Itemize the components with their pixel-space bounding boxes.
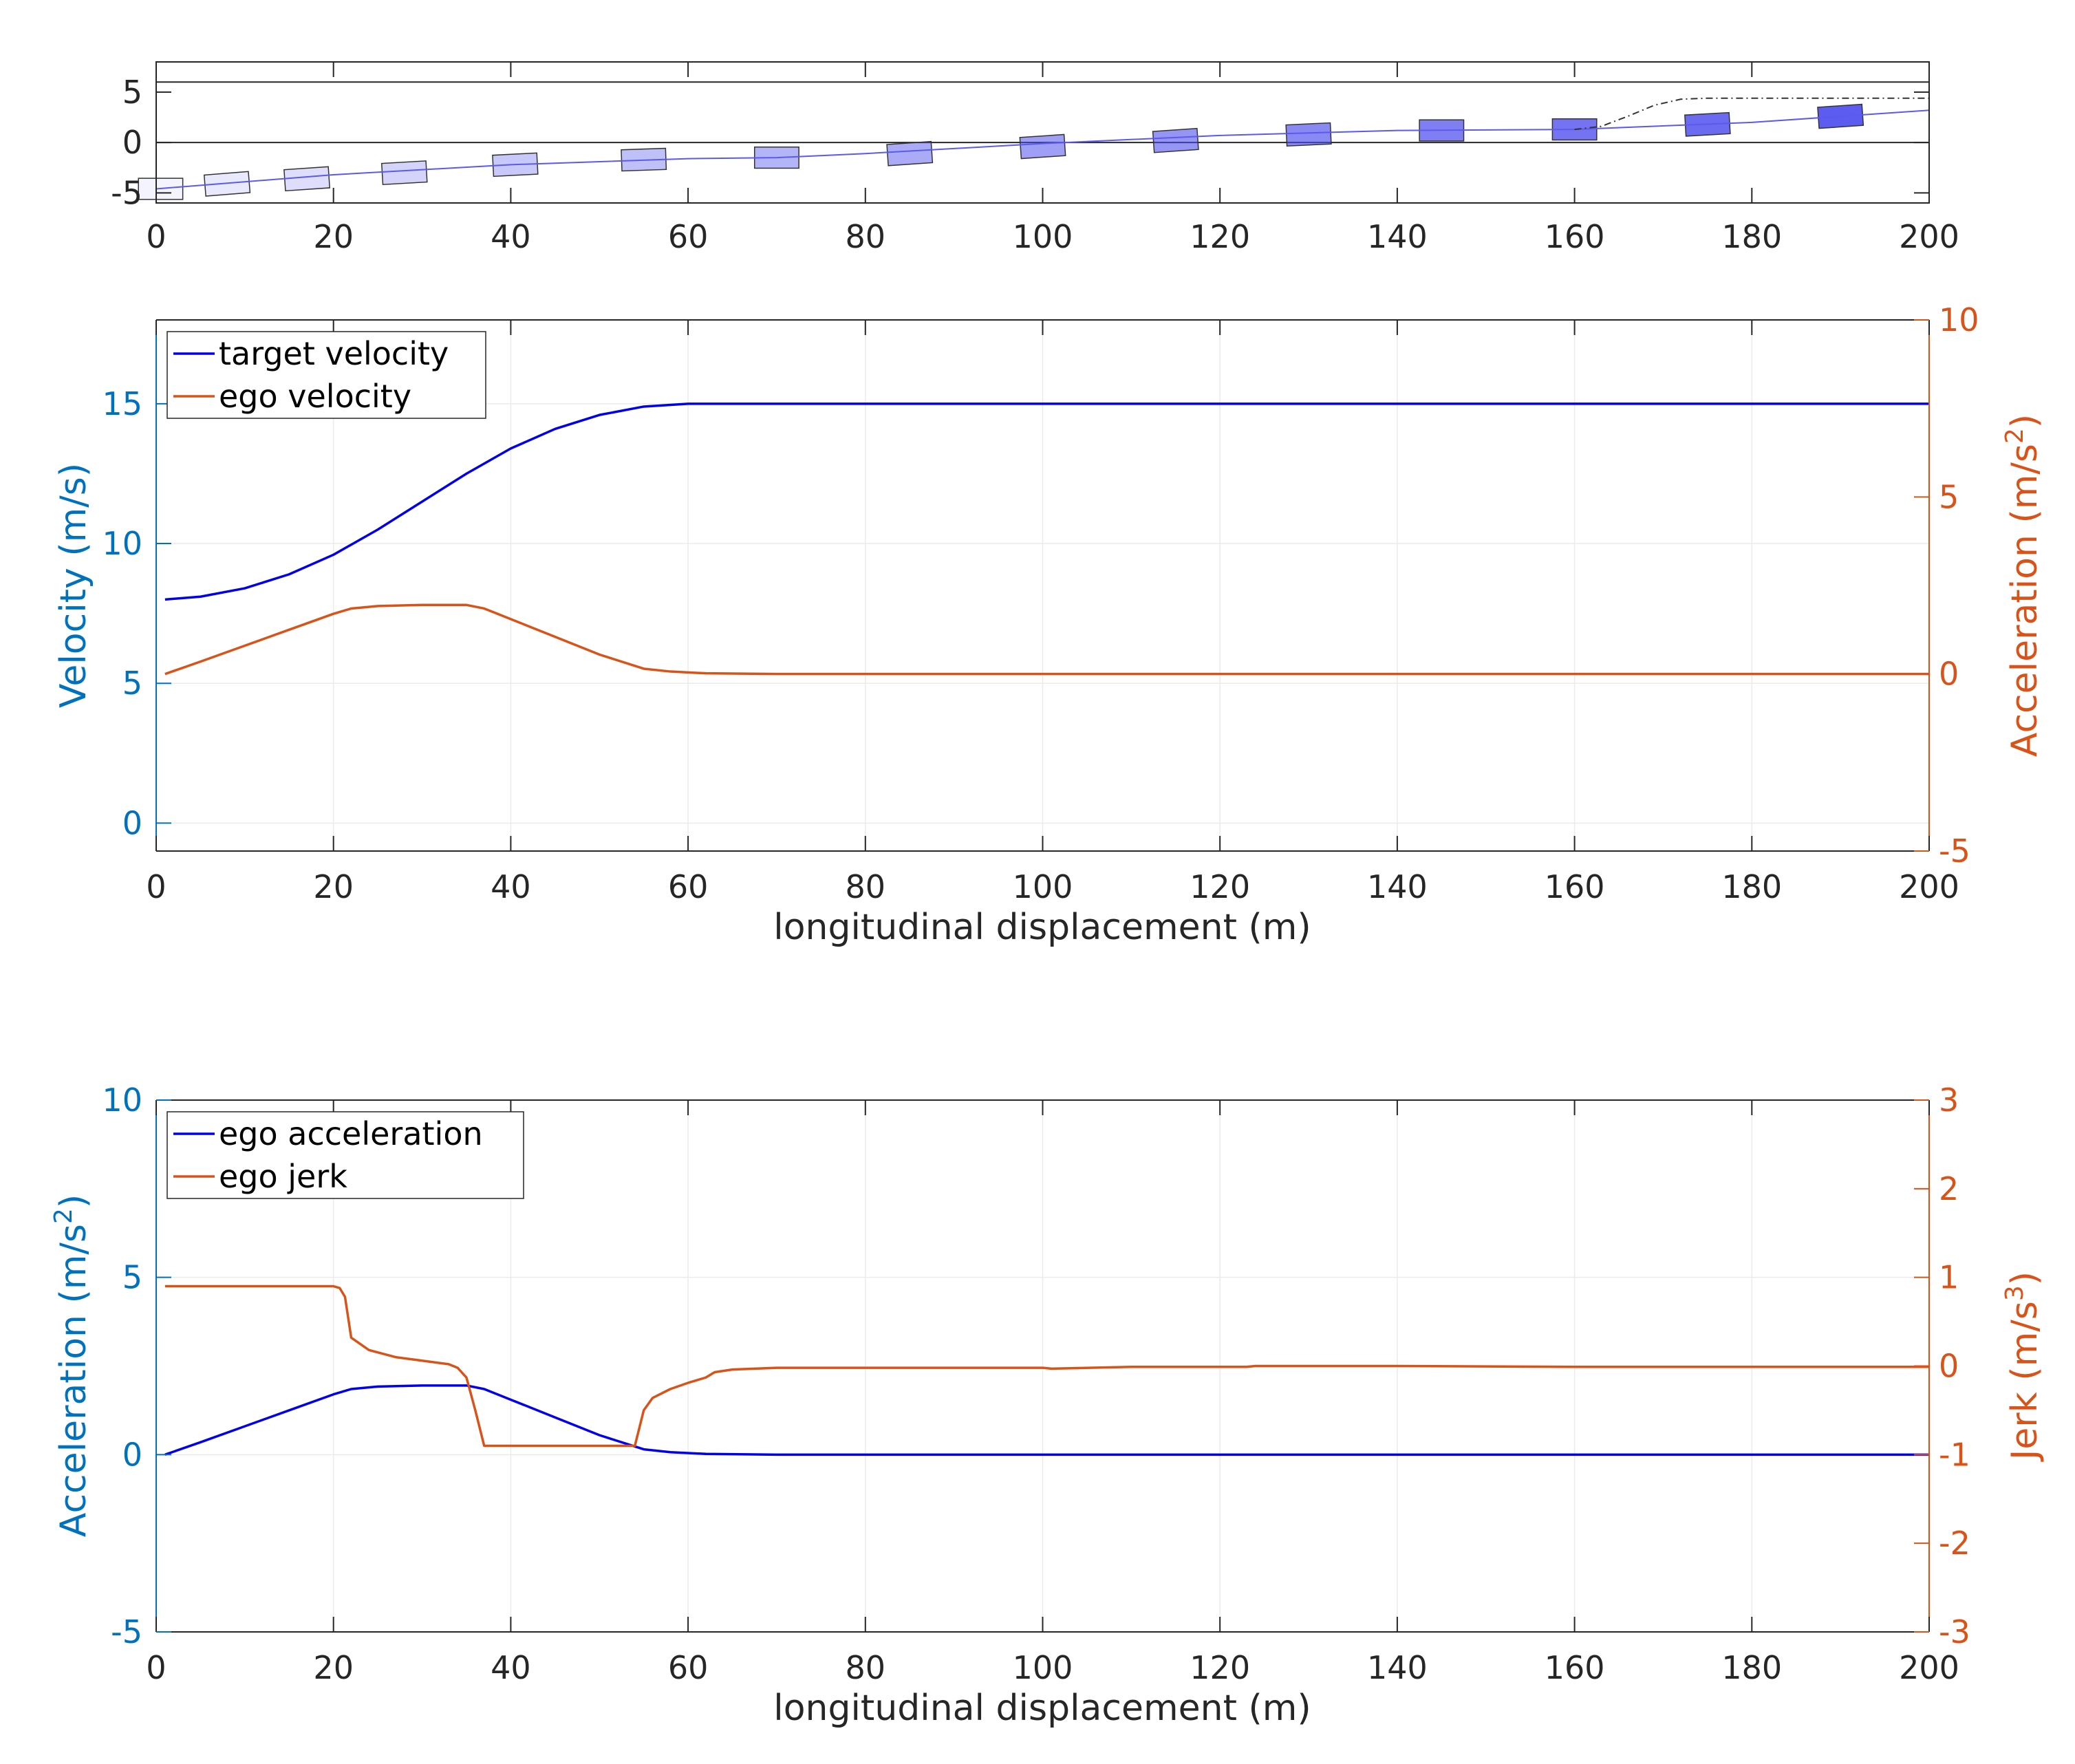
trajectory-xtick-label: 60	[668, 218, 709, 255]
velocity-legend[interactable]: target velocity ego velocity	[166, 331, 486, 419]
acc-ytick-right-label: 0	[1939, 1348, 1959, 1385]
trajectory-ytick-label: 0	[122, 124, 142, 161]
acc-ytick-label: 5	[122, 1259, 142, 1296]
acc-ytick-label: -5	[111, 1613, 142, 1650]
trajectory-xtick-label: 20	[313, 218, 354, 255]
vel-ytick-label: 15	[102, 385, 142, 422]
vel-xtick-label: 200	[1899, 868, 1959, 905]
vel-ytick-label: 5	[122, 665, 142, 702]
vel-ytick-right-label: -5	[1939, 832, 1970, 870]
acc-xtick-label: 140	[1367, 1649, 1428, 1686]
trajectory-ticks: 0 20 40 60 80 100 120 140 160 180 200-505	[111, 62, 1959, 255]
vel-xtick-label: 140	[1367, 868, 1428, 905]
velocity-ego-velocity-line	[164, 603, 1929, 676]
trajectory-xtick-label: 120	[1190, 218, 1250, 255]
vel-xtick-label: 160	[1545, 868, 1605, 905]
acceleration-ego-jerk-line	[164, 1284, 1929, 1448]
velocity-legend-box	[166, 331, 486, 419]
velocity-right-axis-label: Acceleration (m/s2)	[2001, 414, 2045, 757]
trajectory-vehicle	[138, 178, 184, 200]
vel-xtick-label: 0	[146, 868, 166, 905]
acceleration-x-axis-label: longitudinal displacement (m)	[773, 1688, 1311, 1729]
vel-xtick-label: 100	[1013, 868, 1073, 905]
acc-xtick-label: 160	[1545, 1649, 1605, 1686]
acc-xtick-label: 20	[313, 1649, 354, 1686]
acc-xtick-label: 200	[1899, 1649, 1959, 1686]
acc-xtick-label: 40	[491, 1649, 531, 1686]
trajectory-xtick-label: 140	[1367, 218, 1428, 255]
trajectory-xtick-label: 80	[846, 218, 886, 255]
acceleration-ego-acceleration-line	[164, 1384, 1929, 1456]
acc-xtick-label: 100	[1013, 1649, 1073, 1686]
trajectory-ytick-label: -5	[111, 174, 142, 211]
trajectory-vehicle	[380, 160, 428, 186]
acc-ytick-label: 10	[102, 1082, 142, 1119]
legend-label-ego-acceleration: ego acceleration	[219, 1115, 483, 1152]
vel-ytick-right-label: 5	[1939, 478, 1959, 515]
trajectory-xtick-label: 0	[146, 218, 166, 255]
acc-xtick-label: 120	[1190, 1649, 1250, 1686]
trajectory-vehicle	[1285, 122, 1332, 147]
velocity-target-velocity-line	[164, 402, 1929, 601]
vel-xtick-label: 60	[668, 868, 709, 905]
trajectory-xtick-label: 100	[1013, 218, 1073, 255]
acceleration-legend-box	[166, 1111, 524, 1199]
vel-ytick-right-label: 0	[1939, 656, 1959, 693]
legend-label-ego-jerk: ego jerk	[219, 1158, 347, 1195]
acceleration-ticks: 0 20 40 60 80 100 120 140 160 180 200-50510-3-2-10…	[102, 1082, 1970, 1686]
vel-ytick-right-label: 10	[1939, 301, 1979, 338]
acceleration-legend[interactable]: ego acceleration ego jerk	[166, 1111, 524, 1199]
trajectory-xtick-label: 180	[1721, 218, 1782, 255]
vel-xtick-label: 120	[1190, 868, 1250, 905]
trajectory-vehicle	[1019, 133, 1066, 160]
trajectory-xtick-label: 160	[1545, 218, 1605, 255]
trajectory-panel: 0 20 40 60 80 100 120 140 160 180 200-505	[111, 61, 1959, 255]
trajectory-plot-area	[156, 62, 1929, 203]
acceleration-left-axis-label: Acceleration (m/s2)	[50, 1194, 94, 1537]
acceleration-panel: 0 20 40 60 80 100 120 140 160 180 200-50510-3-2-10…	[50, 1082, 2045, 1729]
vel-xtick-label: 20	[313, 868, 354, 905]
acc-ytick-right-label: -2	[1939, 1525, 1970, 1562]
trajectory-path-line	[155, 109, 1930, 190]
acc-ytick-right-label: -3	[1939, 1613, 1970, 1650]
vel-ytick-label: 0	[122, 804, 142, 841]
vel-xtick-label: 80	[846, 868, 886, 905]
acc-xtick-label: 0	[146, 1649, 166, 1686]
legend-label-target-velocity: target velocity	[219, 335, 449, 372]
trajectory-vehicle	[1152, 127, 1199, 153]
legend-label-ego-velocity: ego velocity	[219, 378, 411, 415]
acc-ytick-right-label: 3	[1939, 1082, 1959, 1119]
vel-xtick-label: 180	[1721, 868, 1782, 905]
trajectory-vehicle	[886, 140, 934, 166]
vel-ytick-label: 10	[102, 525, 142, 562]
velocity-left-axis-label: Velocity (m/s)	[53, 463, 94, 708]
trajectory-vehicle	[283, 166, 331, 192]
acc-xtick-label: 180	[1721, 1649, 1782, 1686]
acc-ytick-right-label: -1	[1939, 1436, 1970, 1473]
acceleration-right-axis-label: Jerk (m/s3)	[2001, 1271, 2045, 1462]
trajectory-xtick-label: 40	[491, 218, 531, 255]
velocity-panel: 0 20 40 60 80 100 120 140 160 180 200051015-50510 …	[53, 301, 2045, 948]
acc-ytick-right-label: 2	[1939, 1170, 1959, 1207]
trajectory-xtick-label: 200	[1899, 218, 1959, 255]
velocity-ticks: 0 20 40 60 80 100 120 140 160 180 200 0 5 10 15 -5 0 5 10	[102, 301, 1979, 905]
trajectory-ytick-label: 5	[122, 74, 142, 111]
trajectory-branch-line	[1574, 97, 1929, 131]
acc-ytick-label: 0	[122, 1436, 142, 1473]
acc-xtick-label: 60	[668, 1649, 709, 1686]
acc-xtick-label: 80	[846, 1649, 886, 1686]
velocity-x-axis-label: longitudinal displacement (m)	[773, 907, 1311, 948]
vel-xtick-label: 40	[491, 868, 531, 905]
acc-ytick-right-label: 1	[1939, 1259, 1959, 1296]
